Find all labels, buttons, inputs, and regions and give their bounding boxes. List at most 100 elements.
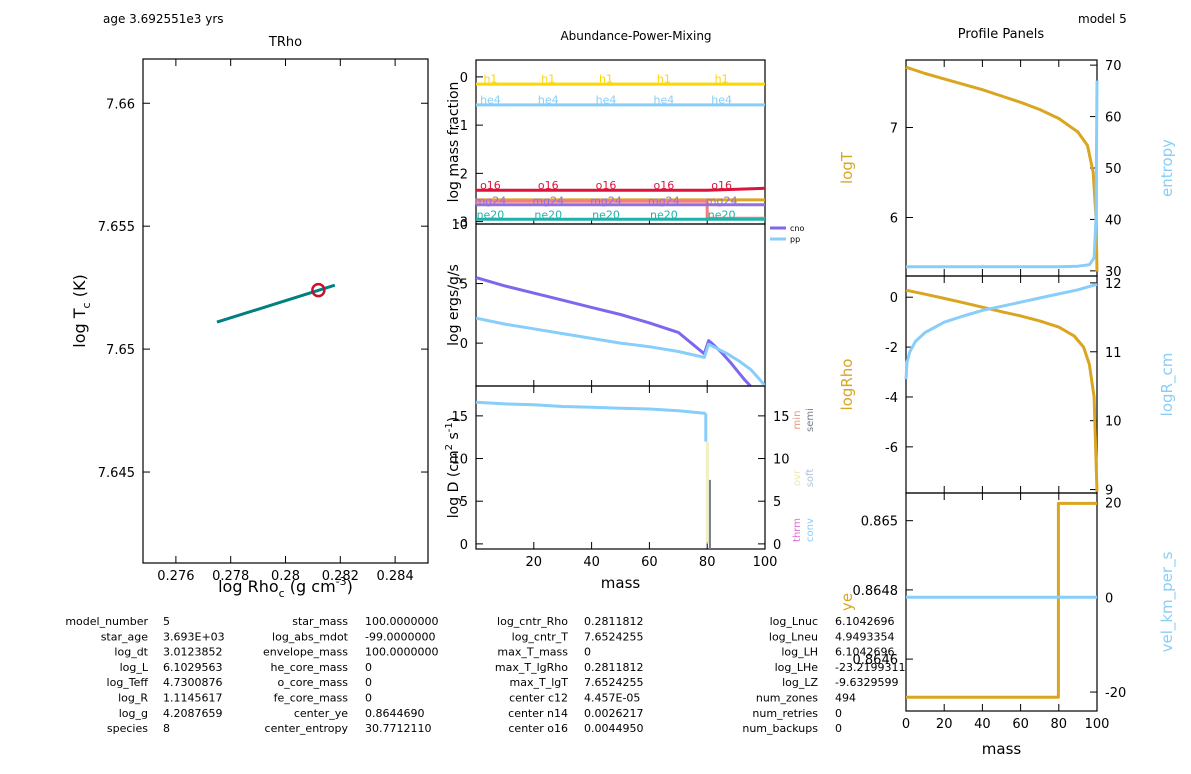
info-value: 6.1029563 [163, 661, 223, 674]
x-tick-label: 0.278 [212, 569, 249, 584]
power-ylabel: log ergs/g/s [446, 264, 462, 346]
info-key: max_T_lgT [510, 676, 569, 689]
info-value: 0.0044950 [584, 722, 644, 735]
info-value: 100.0000000 [365, 646, 438, 659]
y2-tick-label: 11 [1105, 346, 1122, 361]
info-value: 4.457E-05 [584, 692, 640, 705]
abundance-he4-label: he4 [653, 94, 674, 107]
power-frame [475, 223, 766, 387]
y2-tick-label: 60 [1105, 111, 1122, 126]
x-tick-label: 80 [1051, 717, 1068, 732]
info-key: max_T_mass [497, 646, 568, 659]
x-tick-label: 60 [641, 555, 658, 570]
info-key: log_g [119, 707, 148, 720]
info-key: center n14 [508, 707, 568, 720]
trho-frame [142, 58, 429, 564]
profile_Rho-logR_cm-line [904, 282, 1098, 380]
mixing-conv-line [475, 400, 706, 415]
info-key: num_retries [752, 707, 818, 720]
y-tick-label: 7.645 [98, 466, 135, 481]
abundance-mg24-label: mg24 [532, 194, 564, 207]
info-value: 0.2811812 [584, 615, 644, 628]
abundance-o16-label: o16 [480, 179, 501, 192]
y2-tick-label: 5 [773, 495, 781, 510]
x-tick-label: 100 [753, 555, 778, 570]
profile_ye-ylabel-left: ye [838, 593, 856, 611]
abundance-he4-label: he4 [538, 94, 559, 107]
mixing-side-label-conv: conv [805, 518, 816, 542]
y2-tick-label: 9 [1105, 484, 1113, 499]
y-tick-label: 0 [460, 337, 468, 352]
y-tick-label: -1 [455, 119, 468, 134]
abundance-o16-label: o16 [538, 179, 559, 192]
abundance-h1-label: h1 [599, 72, 613, 85]
abundance-mg24-label: mg24 [475, 194, 507, 207]
info-key: center c12 [509, 692, 568, 705]
info-value: 4.2087659 [163, 707, 223, 720]
power-chart: 0 5 10 cno pp log ergs/g/s [446, 218, 804, 387]
x-tick-label: 0.276 [157, 569, 194, 584]
profile_ye-frame [905, 492, 1098, 712]
info-value: 0 [835, 707, 842, 720]
trho-current-marker [311, 282, 326, 298]
info-value: -9.6329599 [835, 676, 898, 689]
abundance-mg24-label: mg24 [706, 194, 738, 207]
y-tick-label: 0 [460, 71, 468, 86]
info-key: log_Lnuc [770, 615, 818, 628]
info-value: 8 [163, 722, 170, 735]
age-label: age 3.692551e3 yrs [103, 12, 224, 26]
abundance-h1-label: h1 [541, 72, 555, 85]
abundance-ne20-label: ne20 [708, 208, 736, 221]
trho-chart: TRho 0.276 0.278 0.28 0.282 0.284 7.645 7.65 7.6… [70, 35, 429, 600]
mixing-side-label-min: min [792, 411, 803, 430]
abundance-title: Abundance-Power-Mixing [560, 29, 711, 43]
y2-tick-label: 30 [1105, 265, 1122, 280]
info-key: num_zones [756, 692, 818, 705]
info-key: log_LZ [782, 676, 818, 689]
info-value: 100.0000000 [365, 615, 438, 628]
info-key: species [107, 722, 148, 735]
abundance-h1-label: h1 [657, 72, 671, 85]
info-key: model_number [65, 615, 148, 628]
y-tick-label: 0.8648 [853, 584, 899, 599]
info-value: 30.7712110 [365, 722, 431, 735]
x-tick-label: 0.282 [322, 569, 359, 584]
y-tick-label: -2 [455, 167, 468, 182]
x-tick-label: 80 [699, 555, 716, 570]
info-value: 7.6524255 [584, 630, 644, 643]
abundance-o16-line [476, 186, 766, 192]
mixing-side-label-thrm: thrm [792, 518, 803, 542]
info-value: -99.0000000 [365, 630, 435, 643]
power-legend-pp-label: pp [790, 235, 800, 244]
info-value: 0.8644690 [365, 707, 425, 720]
y-tick-label: 5 [460, 495, 468, 510]
info-value: 0 [365, 661, 372, 674]
x-tick-label: 40 [583, 555, 600, 570]
mixing-ovr-strip [705, 441, 709, 544]
info-key: center_ye [294, 707, 348, 720]
profile-logRho-logR-chart: -6 -4 -2 0 9 10 11 12 logRho logR_cm [838, 275, 1177, 499]
x-tick-label: 40 [974, 717, 991, 732]
abundance-chart: Abundance-Power-Mixing -3 -2 -1 0 h1 h1 h1 h1 h1 h… [446, 29, 766, 231]
trho-title: TRho [268, 35, 302, 50]
y-tick-label: 0 [890, 291, 898, 306]
info-value: 1.1145617 [163, 692, 223, 705]
info-table: model_number 5 star_age 3.693E+03 log_dt 3.01… [65, 615, 905, 735]
info-key: num_backups [742, 722, 818, 735]
info-key: log_Lneu [769, 630, 818, 643]
y2-tick-label: 50 [1105, 162, 1122, 177]
trho-ylabel: log Tc (K) [70, 274, 93, 347]
mixing-side-label-ovr: ovr [792, 469, 803, 486]
y2-tick-label: 10 [1105, 415, 1122, 430]
x-tick-label: 0.284 [377, 569, 414, 584]
abundance-he4-label: he4 [711, 94, 732, 107]
x-tick-label: 20 [526, 555, 543, 570]
abundance-ne20-label: ne20 [534, 208, 562, 221]
y-tick-label: 6 [890, 212, 898, 227]
info-value: -23.2199311 [835, 661, 905, 674]
y-tick-label: 7.65 [106, 343, 135, 358]
y2-tick-label: 20 [1105, 496, 1122, 511]
info-value: 3.0123852 [163, 646, 223, 659]
y2-tick-label: 70 [1105, 59, 1122, 74]
power-cno-line [476, 276, 752, 386]
